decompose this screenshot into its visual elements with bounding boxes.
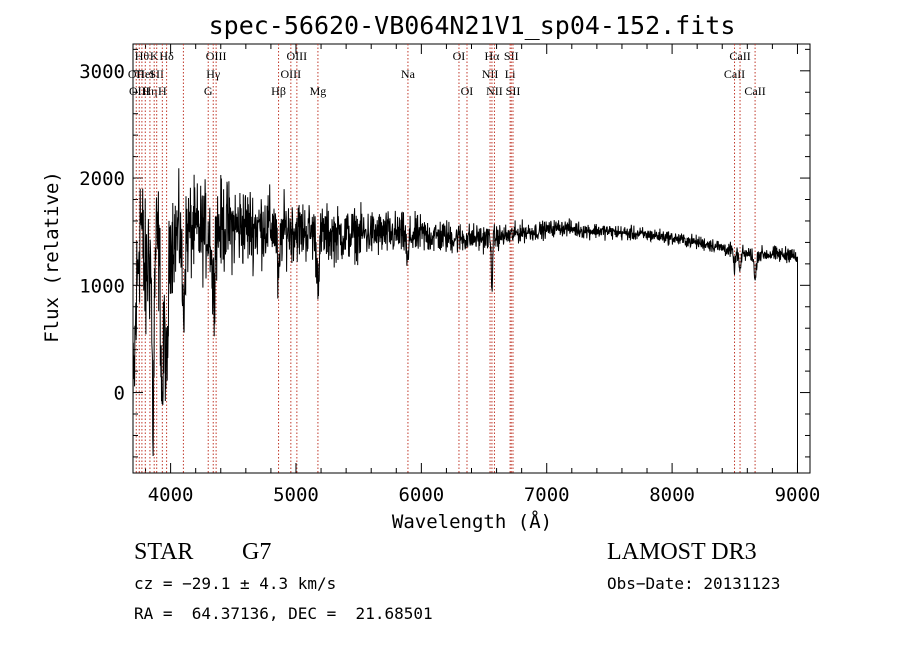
y-tick-label: 2000 — [79, 168, 125, 190]
spectral-line-label: OI — [453, 49, 466, 63]
object-class: STAR — [134, 539, 194, 565]
x-tick-label: 8000 — [649, 484, 695, 506]
spectral-line-label: Hθ — [135, 49, 150, 63]
y-tick-label: 1000 — [79, 275, 125, 297]
x-tick-label: 7000 — [524, 484, 570, 506]
x-tick-label: 5000 — [273, 484, 319, 506]
x-tick-label: 6000 — [398, 484, 444, 506]
spectral-line-label: CaII — [729, 49, 750, 63]
spectral-line-label: CaII — [744, 84, 765, 98]
redshift-velocity: cz = −29.1 ± 4.3 km/s — [134, 574, 337, 593]
spectral-line-label: OIII — [129, 84, 150, 98]
x-axis-label: Wavelength (Å) — [392, 510, 552, 533]
x-tick-label: 9000 — [775, 484, 821, 506]
spectral-line-label: Mg — [310, 84, 327, 98]
y-axis-label: Flux (relative) — [41, 171, 63, 343]
observation-date: Obs−Date: 20131123 — [607, 574, 781, 593]
spectral-line-label: SII — [506, 84, 521, 98]
object-subclass: G7 — [242, 539, 272, 565]
spectral-line-label: CaII — [724, 67, 745, 81]
spectral-line-label: SII — [504, 49, 519, 63]
spectral-line-label: SII — [149, 67, 164, 81]
spectral-line-label: Hβ — [271, 84, 286, 98]
chart-title: spec-56620-VB064N21V1_sp04-152.fits — [209, 11, 736, 40]
spectral-line-label: OI — [461, 84, 474, 98]
spectral-line-label: G — [204, 84, 213, 98]
spectrum-line — [133, 168, 798, 473]
spectral-line-label: OIII — [206, 49, 227, 63]
coordinates: RA = 64.37136, DEC = 21.68501 — [134, 604, 433, 623]
spectral-line-label: NII — [486, 84, 503, 98]
y-tick-label: 3000 — [79, 61, 125, 83]
survey-name: LAMOST DR3 — [607, 539, 757, 565]
spectral-line-label: Hδ — [159, 49, 174, 63]
spectral-line-label: NII — [482, 67, 499, 81]
spectral-line-label: Li — [505, 67, 516, 81]
spectral-line-label: H — [158, 84, 167, 98]
x-tick-label: 4000 — [148, 484, 194, 506]
spectral-line-label: K — [150, 49, 159, 63]
spectral-line-label: HeI — [136, 67, 154, 81]
spectral-line-label: Hη — [142, 84, 157, 98]
spectral-line-label: OIII — [281, 67, 302, 81]
spectral-line-label: OII — [128, 67, 145, 81]
spectral-line-label: OIII — [287, 49, 308, 63]
spectral-line-label: Hγ — [206, 67, 221, 81]
y-tick-label: 0 — [114, 383, 125, 405]
spectral-line-label: Na — [401, 67, 416, 81]
spectral-line-label: Hα — [484, 49, 500, 63]
